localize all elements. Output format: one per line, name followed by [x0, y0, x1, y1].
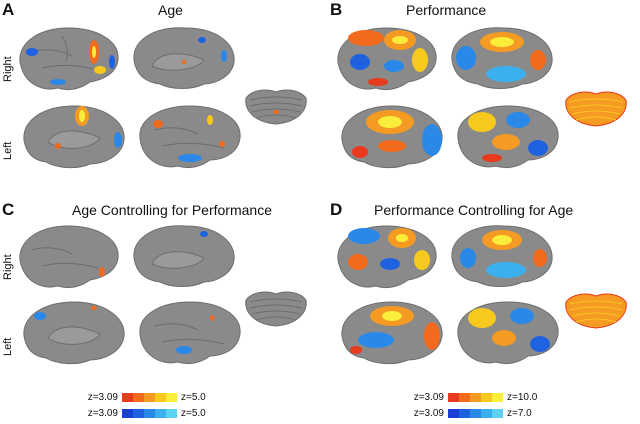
brain-right-lateral [337, 27, 437, 91]
panel-title: Age [158, 2, 183, 18]
brain-cerebellum [565, 293, 627, 329]
legend-warm-max: z=5.0 [181, 392, 206, 403]
panel-b: B Performance [320, 0, 640, 212]
legend-right: z=3.09 z=10.0 z=3.09 z=7.0 [404, 392, 614, 422]
legend-cool-row: z=3.09 z=7.0 [404, 408, 532, 419]
panel-letter: A [2, 0, 15, 19]
legend-cool-max: z=5.0 [181, 408, 206, 419]
warm-colorbar [122, 393, 177, 402]
row-label-left: Left [2, 337, 14, 356]
brain-right-lateral [337, 225, 437, 289]
brain-right-medial [451, 225, 553, 287]
panel-title: Performance Controlling for Age [374, 202, 574, 218]
panel-letter: D [330, 200, 343, 219]
brain-cerebellum [565, 91, 627, 127]
brain-left-medial [341, 301, 443, 365]
legend-cool-max: z=7.0 [507, 408, 532, 419]
legend-warm-row: z=3.09 z=10.0 [404, 392, 538, 403]
panel-letter: C [2, 200, 15, 219]
legend-cool-min: z=3.09 [87, 408, 118, 419]
legend-left: z=3.09 z=5.0 z=3.09 z=5.0 [78, 392, 278, 422]
brain-left-lateral [457, 301, 559, 365]
brain-left-medial [341, 105, 443, 169]
legend-warm-min: z=3.09 [413, 392, 444, 403]
brain-left-lateral [139, 301, 241, 365]
brain-left-medial [23, 105, 125, 169]
legend-warm-row: z=3.09 z=5.0 [78, 392, 206, 403]
row-label-left: Left [2, 141, 14, 160]
panel-letter: B [330, 0, 343, 19]
panel-title: Age Controlling for Performance [72, 202, 272, 218]
brain-left-medial [23, 301, 125, 365]
brain-right-lateral [19, 27, 119, 91]
legend-warm-min: z=3.09 [87, 392, 118, 403]
brain-right-medial [451, 27, 553, 89]
legend-cool-min: z=3.09 [413, 408, 444, 419]
panel-title: Performance [406, 2, 487, 18]
brain-cerebellum [245, 89, 307, 125]
panel-a: A Age Right Left [0, 0, 320, 212]
warm-colorbar [448, 393, 503, 402]
brain-right-medial [133, 225, 235, 287]
brain-left-lateral [139, 105, 241, 169]
legend-warm-max: z=10.0 [507, 392, 538, 403]
brain-right-lateral [19, 225, 119, 289]
panel-d: D Performance Controlling for Age [320, 200, 640, 412]
brain-left-lateral [457, 105, 559, 169]
cool-colorbar [122, 409, 177, 418]
legend-cool-row: z=3.09 z=5.0 [78, 408, 206, 419]
cool-colorbar [448, 409, 503, 418]
brain-cerebellum [245, 291, 307, 327]
brain-right-medial [133, 27, 235, 89]
panel-c: C Age Controlling for Performance Right … [0, 200, 320, 412]
